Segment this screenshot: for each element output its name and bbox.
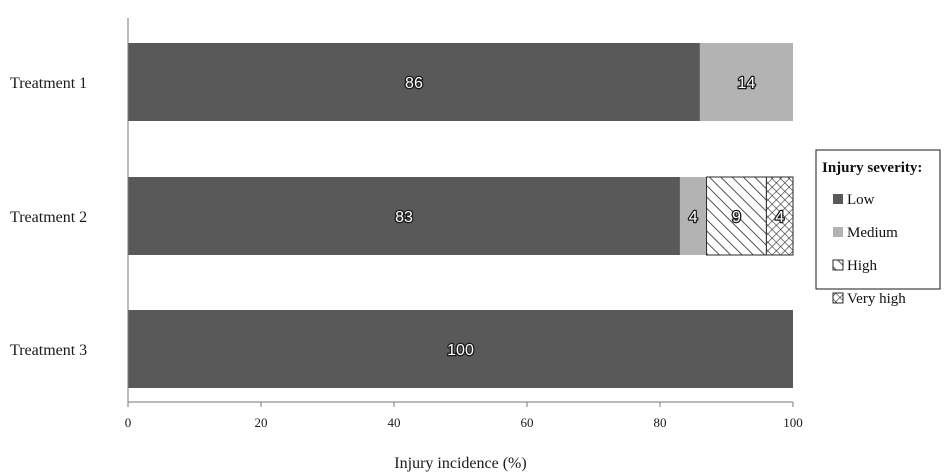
legend: Injury severity: Low Medium High Very high xyxy=(815,149,941,307)
data-label-treatment-2-very-high: 4 xyxy=(775,209,784,226)
bar-treatment-1-low xyxy=(128,43,700,121)
data-label-treatment-2-high: 9 xyxy=(732,209,741,226)
legend-entry-very-high: Very high xyxy=(847,291,906,307)
category-label-treatment-2: Treatment 2 xyxy=(10,209,87,226)
data-label-treatment-3-low: 100 xyxy=(447,342,474,359)
category-label-treatment-3: Treatment 3 xyxy=(10,342,87,359)
bar-treatment-3-low xyxy=(128,310,793,388)
bars-group: 86 14 83 4 9 4 100 xyxy=(128,43,794,388)
legend-entry-low: Low xyxy=(847,192,875,208)
legend-entry-high: High xyxy=(847,258,878,274)
data-label-treatment-1-low: 86 xyxy=(405,75,423,92)
bar-treatment-2-low xyxy=(128,177,680,255)
x-tick-label-100: 100 xyxy=(783,415,803,430)
x-tick-label-20: 20 xyxy=(255,415,268,430)
category-label-treatment-1: Treatment 1 xyxy=(10,75,87,92)
bar-treatment-2-medium xyxy=(679,177,707,255)
bar-treatment-2-high xyxy=(706,176,767,256)
legend-entry-medium: Medium xyxy=(847,225,898,241)
axes-group xyxy=(127,18,793,403)
data-label-treatment-2-low: 83 xyxy=(395,209,413,226)
x-axis-label: Injury incidence (%) xyxy=(394,455,526,472)
legend-swatch-very-high xyxy=(832,292,844,304)
bar-treatment-2-very-high xyxy=(765,176,794,256)
x-tick-labels: 0 20 40 60 80 100 xyxy=(125,402,803,430)
x-tick-label-0: 0 xyxy=(125,415,132,430)
legend-swatch-low xyxy=(833,194,843,204)
legend-title: Injury severity: xyxy=(822,160,922,176)
data-label-treatment-2-medium: 4 xyxy=(689,209,698,226)
x-tick-label-40: 40 xyxy=(388,415,401,430)
legend-swatch-medium xyxy=(833,227,843,237)
x-tick-label-80: 80 xyxy=(654,415,667,430)
data-label-treatment-1-medium: 14 xyxy=(738,75,756,92)
legend-swatch-high xyxy=(832,259,844,271)
category-labels: Treatment 1 Treatment 2 Treatment 3 xyxy=(10,75,87,359)
bar-treatment-1-medium xyxy=(699,43,793,121)
x-tick-label-60: 60 xyxy=(521,415,534,430)
